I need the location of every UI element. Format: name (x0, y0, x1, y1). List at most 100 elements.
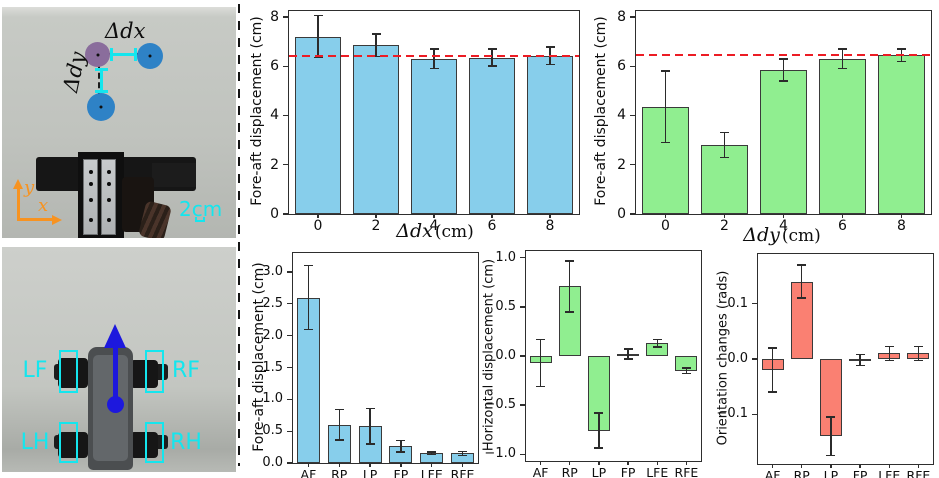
y-tick-label: −1.0 (484, 446, 516, 462)
error-cap-top (826, 416, 836, 418)
x-tick-mark (539, 461, 542, 465)
y-tick-label: 1.0 (262, 391, 283, 407)
screw (107, 218, 111, 222)
error-cap-top (371, 33, 381, 35)
x-tick-mark (569, 461, 571, 465)
error-cap-bottom (720, 156, 729, 159)
chart-foreaft-by-condition: Fore-aft displacement (cm) AF RP LP FP LFE RF… (245, 248, 480, 478)
x-tick-label: RFE (674, 465, 699, 478)
error-cap-top (427, 451, 437, 453)
plot-area: 0 2 4 6 8 0 2 4 6 8 (270, 9, 580, 234)
x-axis-label: Δdy (cm) (687, 224, 877, 246)
plot-area: AF RP LP FP LFE RFE 0.1 0.0 −0.1 (716, 253, 934, 478)
error-cap-bottom (365, 443, 375, 445)
x-tick-mark (656, 461, 658, 465)
error-bar (888, 346, 890, 361)
foot-box-rh (145, 422, 164, 463)
robot-plate-left (83, 159, 98, 235)
error-bar (841, 48, 844, 69)
robot-plate-right (101, 159, 116, 235)
y-tick-label: 2.5 (262, 295, 283, 311)
bar-0 (295, 36, 341, 214)
error-bar (598, 412, 600, 449)
screw (89, 198, 93, 202)
bar-4 (411, 58, 457, 214)
error-bar (539, 339, 542, 387)
x-axis-label-unit: (cm) (781, 226, 821, 246)
x-tick-label: RP (793, 468, 810, 478)
error-bar (656, 339, 658, 348)
y-tick-label: 6 (617, 58, 626, 75)
x-tick-label: AF (300, 467, 317, 478)
x-tick-mark (369, 463, 371, 467)
x-tick-mark (627, 461, 629, 465)
foot-label-rh: RH (170, 430, 202, 455)
error-cap-bottom (313, 56, 323, 59)
x-tick-label: 2 (371, 218, 381, 234)
marker-center-dot (148, 54, 152, 58)
error-cap-top (897, 48, 906, 50)
axis-x-arrowhead (52, 215, 62, 225)
robot-chassis-right (152, 163, 196, 187)
robot-leg-rh (130, 432, 158, 458)
error-bar (627, 349, 629, 359)
y-tick-label: 0 (617, 206, 626, 222)
y-tick-mark (629, 114, 636, 117)
heading-arrow-shaft (113, 346, 118, 404)
x-tick-mark (801, 464, 803, 468)
y-tick-mark (519, 453, 526, 455)
x-tick-mark (317, 214, 319, 218)
y-tick-mark (286, 430, 293, 432)
foot-box-rf (145, 350, 164, 393)
y-tick-label: 4 (270, 107, 279, 124)
dx-dimension-cap-left (110, 48, 113, 61)
y-tick-label: 2.0 (262, 327, 283, 343)
axis-y-arrowhead (13, 179, 23, 189)
x-tick-label: 6 (487, 218, 497, 234)
x-tick-label: 8 (897, 218, 906, 234)
error-cap-top (565, 260, 575, 262)
photo-top-view-markers: Δdx Δdy y x 2cm (2, 7, 236, 238)
x-tick-label: 0 (313, 218, 323, 234)
error-cap-bottom (623, 358, 633, 360)
foot-box-lh (59, 422, 78, 463)
scale-bar-tick-right (203, 217, 205, 222)
plot-area: AF RP LP FP LFE RFE 1.0 0.5 0.0 −0.5 −1.0 (484, 250, 702, 478)
error-bar (859, 354, 861, 366)
marker-purple (85, 42, 110, 67)
robot-leg-lf (58, 358, 88, 388)
bar-2 (353, 45, 399, 214)
x-tick-label: FP (393, 467, 409, 478)
x-tick-label: RFE (906, 468, 931, 478)
x-tick-mark (338, 463, 340, 467)
error-bar (491, 48, 493, 67)
error-cap-bottom (303, 328, 313, 331)
y-tick-label: −0.5 (484, 397, 516, 413)
y-tick-mark (286, 462, 293, 464)
scale-bar-tick-left (195, 217, 197, 222)
screw (107, 182, 111, 186)
axis-y-label: y (24, 177, 35, 198)
reference-dashed-line (636, 53, 931, 57)
error-cap-top (545, 46, 555, 48)
photo-robot-top-view: LF RF LH RH (2, 247, 236, 472)
x-tick-mark (782, 214, 785, 218)
error-cap-top (913, 345, 923, 348)
screw (107, 170, 111, 174)
error-cap-top (681, 367, 691, 369)
x-tick-label: AF (532, 465, 549, 478)
y-tick-label: 2 (270, 156, 279, 173)
error-cap-bottom (779, 80, 788, 82)
x-tick-label: LFE (878, 468, 901, 478)
error-cap-top (623, 348, 633, 350)
x-tick-label: FP (852, 468, 868, 478)
x-tick-mark (461, 463, 464, 467)
error-bar (830, 417, 832, 456)
x-axis-label-unit: (cm) (434, 222, 474, 242)
foot-label-rf: RF (172, 358, 200, 383)
x-tick-mark (917, 464, 919, 468)
y-tick-label: 6 (270, 58, 279, 75)
error-cap-top (536, 338, 546, 341)
x-tick-mark (307, 463, 309, 467)
dx-dimension-cap-right (134, 48, 137, 61)
